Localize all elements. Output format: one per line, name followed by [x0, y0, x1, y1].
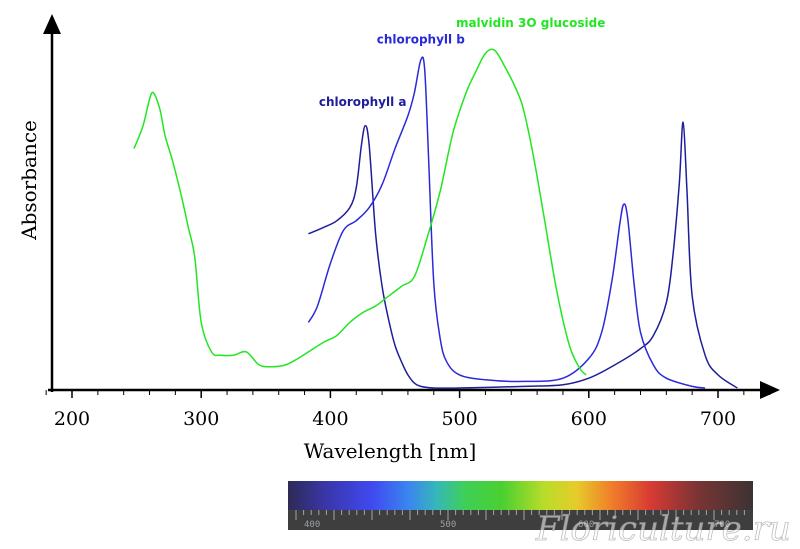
x-tick-label-600: 600	[571, 408, 607, 430]
x-tick-label-700: 700	[700, 408, 736, 430]
series-line-chlorophyll-b	[307, 56, 706, 389]
spectrum-tick-600: 600	[578, 520, 594, 530]
spectrum-tick-400: 400	[304, 520, 320, 530]
y-axis-label: Absorbance	[17, 120, 41, 241]
y-axis-arrow	[43, 14, 61, 34]
x-tick-label-500: 500	[441, 408, 477, 430]
annotation-malvidin-3o-glucoside: malvidin 3O glucoside	[456, 16, 605, 30]
axes	[43, 14, 780, 399]
x-tick-label-400: 400	[312, 408, 348, 430]
annotation-chlorophyll-a: chlorophyll a	[319, 95, 407, 109]
annotation-chlorophyll-b: chlorophyll b	[377, 33, 466, 47]
spectrum-scale-strip	[288, 510, 753, 530]
spectrum-tick-700: 700	[714, 520, 730, 530]
x-tick-label-300: 300	[183, 408, 219, 430]
series-line-chlorophyll-a	[308, 121, 738, 389]
visible-spectrum-bar: 400 500 600 700	[288, 481, 753, 530]
x-axis-label: Wavelength [nm]	[304, 439, 477, 463]
series-line-malvidin-3o-glucoside	[133, 48, 587, 376]
series-annotations: chlorophyll a chlorophyll b malvidin 3O gl…	[319, 16, 605, 109]
x-ticks: 200 300 400 500 600 700	[45, 390, 771, 430]
watermark-logo: Floriculture.ru	[535, 509, 791, 549]
spectrum-scale-ticks	[295, 510, 745, 520]
x-tick-label-200: 200	[54, 408, 90, 430]
plot-lines	[133, 48, 738, 389]
spectrum-tick-500: 500	[440, 520, 456, 530]
